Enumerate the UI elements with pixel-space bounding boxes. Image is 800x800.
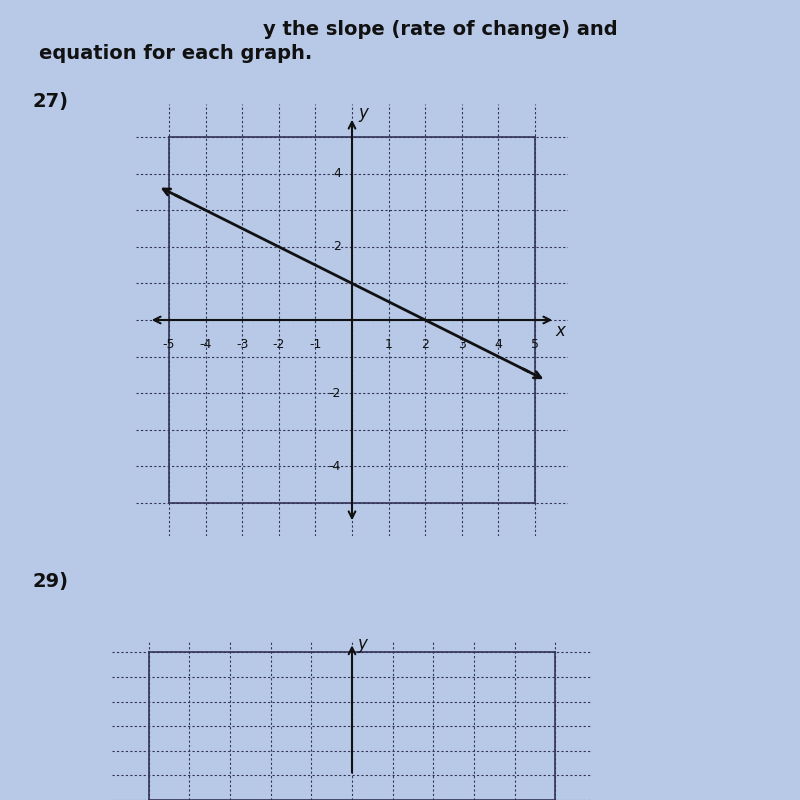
Text: equation for each graph.: equation for each graph. bbox=[39, 44, 313, 63]
Text: 4: 4 bbox=[333, 167, 341, 180]
Text: 1: 1 bbox=[385, 338, 393, 351]
Text: x: x bbox=[556, 322, 566, 340]
Text: -3: -3 bbox=[236, 338, 248, 351]
Text: -1: -1 bbox=[310, 338, 322, 351]
Text: 29): 29) bbox=[32, 572, 68, 591]
Text: y the slope (rate of change) and: y the slope (rate of change) and bbox=[262, 20, 618, 39]
Text: y: y bbox=[358, 104, 368, 122]
Text: y: y bbox=[358, 634, 367, 653]
Text: 3: 3 bbox=[458, 338, 466, 351]
Text: 2: 2 bbox=[422, 338, 429, 351]
Text: -5: -5 bbox=[162, 338, 175, 351]
Text: 4: 4 bbox=[494, 338, 502, 351]
Text: -4: -4 bbox=[199, 338, 212, 351]
Text: -2: -2 bbox=[329, 386, 341, 400]
Text: 27): 27) bbox=[32, 92, 68, 111]
Text: 5: 5 bbox=[531, 338, 539, 351]
Text: -2: -2 bbox=[273, 338, 285, 351]
Text: -4: -4 bbox=[329, 460, 341, 473]
Text: 2: 2 bbox=[333, 240, 341, 254]
